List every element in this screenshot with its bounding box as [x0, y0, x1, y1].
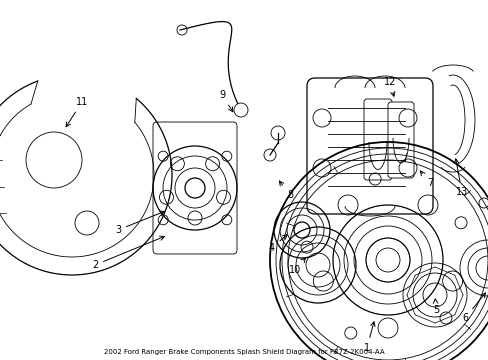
Text: 13: 13	[453, 159, 467, 197]
Text: 4: 4	[268, 235, 286, 253]
Text: 14: 14	[0, 359, 1, 360]
Text: 6: 6	[461, 293, 485, 323]
Text: 3: 3	[115, 211, 164, 235]
FancyBboxPatch shape	[306, 78, 432, 214]
Circle shape	[233, 103, 247, 117]
Text: 7: 7	[420, 171, 432, 188]
Text: 9: 9	[219, 90, 232, 112]
Text: 16: 16	[0, 359, 1, 360]
Text: 12: 12	[383, 77, 395, 96]
FancyBboxPatch shape	[153, 122, 237, 254]
Text: 2002 Ford Ranger Brake Components Splash Shield Diagram for F87Z-2K004-AA: 2002 Ford Ranger Brake Components Splash…	[104, 349, 384, 355]
FancyBboxPatch shape	[363, 99, 391, 180]
Text: 11: 11	[66, 97, 88, 127]
Text: 1: 1	[363, 322, 374, 353]
Text: 15: 15	[0, 359, 1, 360]
Text: 2: 2	[92, 236, 164, 270]
FancyBboxPatch shape	[387, 102, 413, 178]
Text: 8: 8	[279, 181, 292, 200]
Text: 5: 5	[432, 299, 438, 315]
Text: 10: 10	[288, 258, 305, 275]
